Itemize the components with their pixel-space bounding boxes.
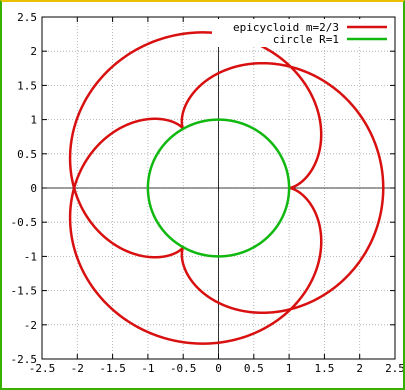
y-tick-label: 0.5: [17, 148, 37, 161]
y-tick-label: 1.5: [17, 79, 37, 92]
x-tick-label: 1.5: [314, 362, 334, 375]
x-tick-label: -2: [71, 362, 84, 375]
y-tick-label: 1: [30, 114, 37, 127]
zero-axes: [42, 17, 395, 359]
x-tick-label: -1.5: [99, 362, 126, 375]
y-tick-label: 2.5: [17, 11, 37, 24]
x-tick-label: 2.5: [385, 362, 405, 375]
y-tick-labels: -2.5 -2 -1.5 -1 -0.5 0 0.5 1 1.5 2 2.5: [11, 11, 38, 366]
x-tick-labels: -2.5 -2 -1.5 -1 -0.5 0 0.5 1 1.5 2 2.5: [29, 362, 405, 375]
y-tick-label: 0: [30, 182, 37, 195]
x-tick-label: 0.5: [244, 362, 264, 375]
legend-box: [212, 19, 390, 47]
legend-label-epicycloid: epicycloid m=2/3: [233, 21, 339, 34]
x-tick-label: 1: [286, 362, 293, 375]
series-line-circle: [146, 118, 291, 258]
x-tick-label: -2.5: [29, 362, 56, 375]
x-tick-label: 2: [356, 362, 363, 375]
legend-label-circle: circle R=1: [273, 33, 339, 46]
x-tick-label: -0.5: [170, 362, 197, 375]
y-tick-label: -2.5: [11, 353, 38, 366]
y-tick-label: -1.5: [11, 285, 38, 298]
y-tick-label: 2: [30, 45, 37, 58]
series-lines: [68, 31, 385, 345]
legend: epicycloid m=2/3 circle R=1: [212, 19, 390, 47]
x-tick-label: 0: [215, 362, 222, 375]
series-line-epicycloid: [68, 31, 385, 345]
y-tick-label: -0.5: [11, 216, 38, 229]
y-tick-label: -1: [24, 250, 37, 263]
x-tick-label: -1: [141, 362, 154, 375]
y-tick-label: -2: [24, 319, 37, 332]
